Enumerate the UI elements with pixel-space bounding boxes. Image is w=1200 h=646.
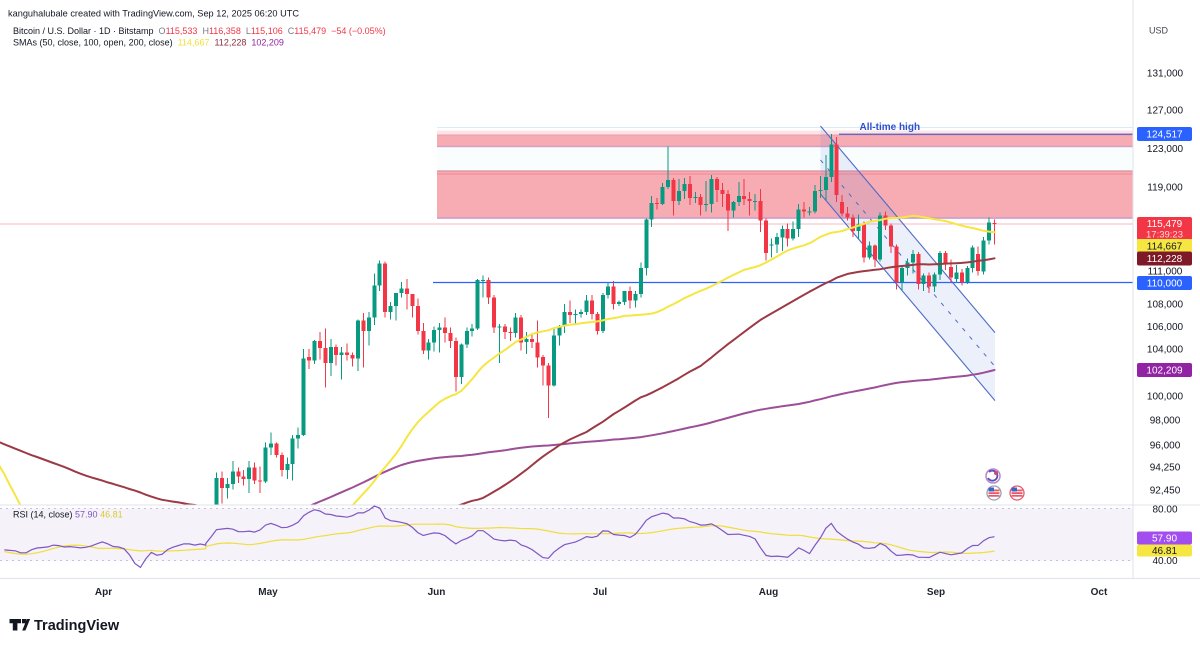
svg-text:102,209: 102,209 <box>1146 366 1183 377</box>
svg-text:RSI (14, close) 57.90 46.81: RSI (14, close) 57.90 46.81 <box>13 510 123 520</box>
svg-text:46.81: 46.81 <box>1152 546 1177 557</box>
svg-text:108,000: 108,000 <box>1147 300 1184 311</box>
svg-text:127,000: 127,000 <box>1147 106 1184 117</box>
svg-text:110,000: 110,000 <box>1147 279 1183 290</box>
svg-text:106,000: 106,000 <box>1147 322 1184 333</box>
svg-text:Jul: Jul <box>593 587 608 598</box>
svg-text:40.00: 40.00 <box>1152 556 1177 567</box>
svg-text:SMAs (50, close, 100, open, 20: SMAs (50, close, 100, open, 200, close) … <box>13 38 284 48</box>
svg-text:17:39:23: 17:39:23 <box>1146 230 1183 241</box>
svg-text:Sep: Sep <box>927 587 945 598</box>
svg-text:Apr: Apr <box>95 587 112 598</box>
svg-text:115,479: 115,479 <box>1147 219 1183 230</box>
svg-text:TradingView: TradingView <box>34 618 120 634</box>
svg-text:USD: USD <box>1149 26 1169 36</box>
svg-text:111,000: 111,000 <box>1148 267 1183 278</box>
svg-text:114,667: 114,667 <box>1147 242 1183 253</box>
svg-text:100,000: 100,000 <box>1147 392 1184 403</box>
svg-text:92,450: 92,450 <box>1150 486 1181 497</box>
svg-text:Jun: Jun <box>428 587 446 598</box>
svg-text:80.00: 80.00 <box>1152 505 1177 516</box>
svg-text:98,000: 98,000 <box>1150 416 1181 427</box>
svg-text:Aug: Aug <box>759 587 778 598</box>
svg-text:104,000: 104,000 <box>1147 345 1184 356</box>
svg-text:112,228: 112,228 <box>1147 254 1183 265</box>
svg-text:119,000: 119,000 <box>1147 183 1183 194</box>
svg-text:57.90: 57.90 <box>1152 534 1177 545</box>
svg-text:All-time high: All-time high <box>860 122 921 133</box>
svg-text:Oct: Oct <box>1091 587 1108 598</box>
svg-text:96,000: 96,000 <box>1150 441 1181 452</box>
svg-text:kanguhalubale created with Tra: kanguhalubale created with TradingView.c… <box>8 9 299 19</box>
svg-text:124,517: 124,517 <box>1146 130 1183 141</box>
svg-text:123,000: 123,000 <box>1147 144 1184 155</box>
svg-text:Bitcoin / U.S. Dollar · 1D · B: Bitcoin / U.S. Dollar · 1D · Bitstamp O1… <box>13 26 386 36</box>
svg-text:94,250: 94,250 <box>1150 462 1181 473</box>
svg-text:May: May <box>258 587 278 598</box>
svg-text:131,000: 131,000 <box>1147 69 1184 80</box>
